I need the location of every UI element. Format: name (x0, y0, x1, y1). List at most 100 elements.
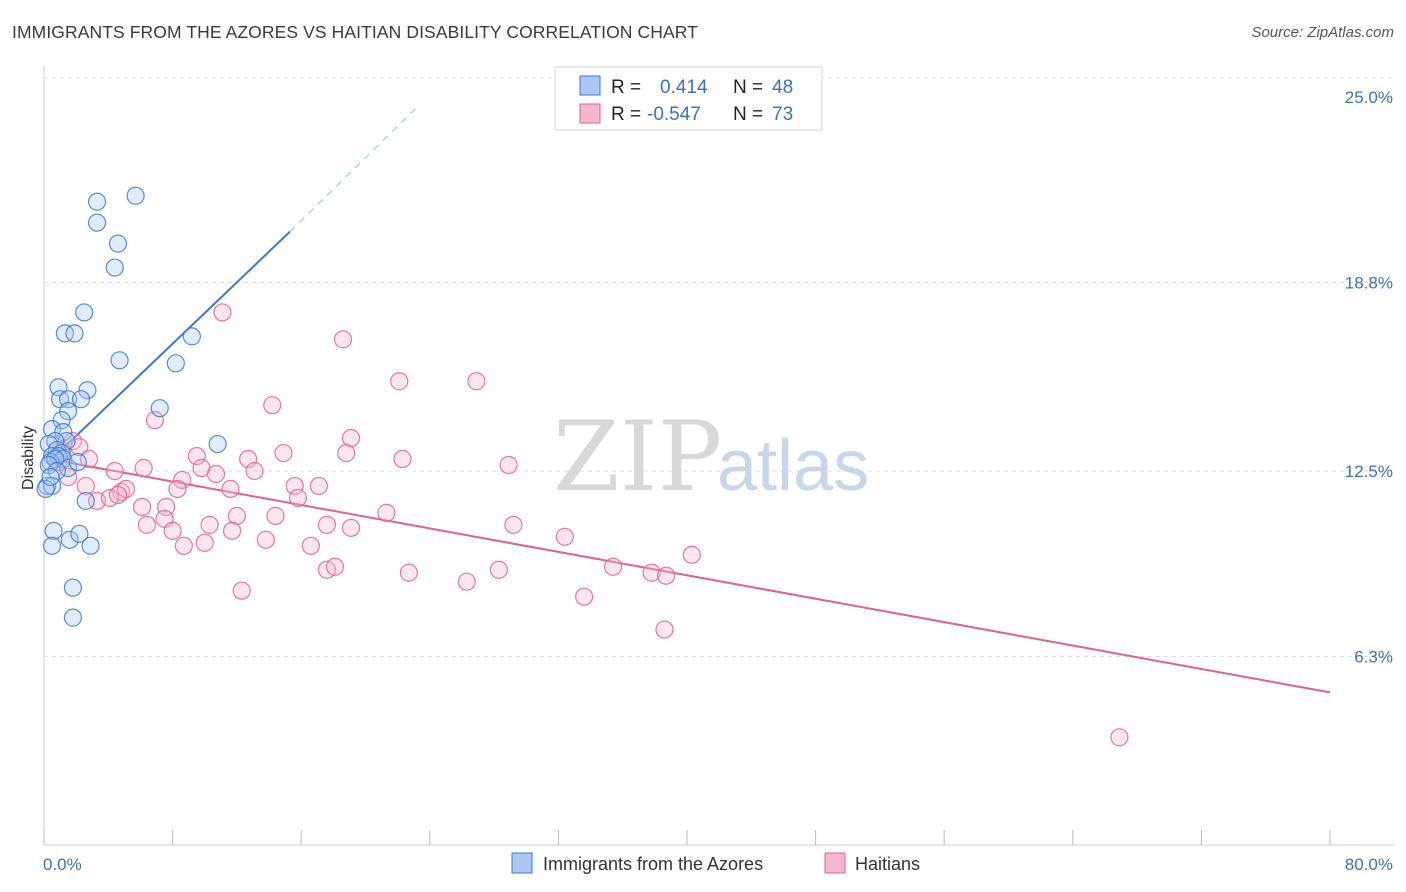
watermark-zip: ZIP (553, 401, 722, 513)
haitians-point (288, 488, 308, 508)
haitians-point (575, 587, 594, 606)
haitians-point (467, 372, 486, 391)
haitians-point (245, 461, 264, 481)
watermark: ZIP atlas (553, 401, 869, 513)
azores-point (110, 351, 129, 370)
y-tick-label: 12.5% (1345, 462, 1393, 481)
legend-n-value-1: 48 (772, 77, 793, 98)
azores-point (71, 390, 91, 409)
y-tick-label: 25.0% (1345, 88, 1393, 107)
haitians-point (79, 449, 99, 469)
haitians-point (309, 476, 328, 496)
azores-point (126, 186, 145, 205)
haitians-point (187, 446, 206, 466)
haitians-point (504, 515, 523, 534)
azores-point (208, 434, 227, 454)
haitians-points (49, 303, 1129, 747)
haitians-point (134, 458, 153, 478)
chart-title: IMMIGRANTS FROM THE AZORES VS HAITIAN DI… (12, 22, 698, 42)
azores-point (81, 536, 100, 555)
azores-trend-line (48, 230, 291, 463)
azores-point (41, 452, 60, 472)
azores-point (150, 399, 169, 418)
haitians-point (112, 482, 131, 502)
grid-lines (44, 77, 1395, 658)
legend-n-label-1: N = (733, 77, 763, 98)
azores-point (87, 213, 107, 232)
legend-r-value-2: -0.547 (647, 104, 701, 125)
azores-point (78, 381, 97, 400)
haitians-point (105, 461, 124, 481)
azores-point (41, 467, 60, 487)
legend-swatch-pink (579, 103, 601, 124)
azores-point (87, 192, 107, 211)
haitians-point (174, 536, 193, 555)
watermark-atlas: atlas (717, 426, 869, 506)
x-tick-max: 80.0% (1345, 855, 1393, 874)
azores-point (75, 303, 94, 322)
haitians-point (393, 449, 412, 469)
azores-point (70, 524, 89, 543)
azores-point (55, 324, 74, 343)
azores-trend-extension (289, 108, 416, 233)
azores-point (182, 327, 201, 346)
azores-point (59, 402, 78, 421)
haitians-point (317, 515, 337, 534)
haitians-point (301, 536, 320, 555)
azores-point (63, 578, 83, 597)
haitians-trend-line (48, 458, 1331, 694)
stats-legend: R = 0.414 N = 48 R = -0.547 N = 73 (554, 66, 823, 131)
trend-lines (48, 108, 1331, 694)
haitians-point (399, 563, 419, 582)
legend-r-label-2: R = (611, 104, 641, 125)
y-tick-label: 6.3% (1354, 648, 1393, 667)
haitians-point (1110, 728, 1129, 747)
x-tick-min: 0.0% (43, 855, 82, 874)
y-tick-label: 18.8% (1345, 274, 1393, 293)
azores-point (108, 234, 128, 253)
haitians-point (76, 476, 95, 496)
haitians-point (266, 506, 285, 525)
legend-n-label-2: N = (733, 104, 763, 125)
legend-r-value-1: 0.414 (660, 77, 708, 98)
haitians-point (137, 515, 156, 534)
y-axis-label: Disability (20, 426, 37, 490)
legend-r-label-1: R = (611, 77, 641, 98)
haitians-point (232, 581, 251, 600)
haitians-point (274, 443, 293, 463)
haitians-point (657, 566, 676, 585)
haitians-point (132, 497, 152, 517)
haitians-point (200, 515, 219, 534)
haitians-point (108, 485, 128, 505)
azores-point (76, 491, 95, 511)
y-tick-labels: 6.3% 12.5% 18.8% 25.0% (1345, 88, 1393, 667)
azores-point (60, 530, 79, 549)
haitians-point (489, 560, 509, 579)
haitians-point (173, 470, 192, 490)
azores-point (59, 458, 78, 478)
haitians-point (206, 464, 226, 484)
azores-point (42, 536, 62, 555)
azores-point (166, 354, 185, 373)
source-credit: Source: ZipAtlas.com (1251, 24, 1394, 41)
haitians-point (333, 330, 353, 349)
bottom-legend-swatch-blue (511, 852, 533, 874)
haitians-point (195, 533, 214, 552)
legend-swatch-blue (579, 75, 601, 96)
bottom-legend-label-1: Immigrants from the Azores (543, 854, 763, 874)
haitians-point (221, 479, 240, 499)
haitians-point (377, 503, 396, 522)
azores-point (63, 608, 83, 627)
bottom-legend-label-2: Haitians (855, 854, 920, 874)
series-legend: Immigrants from the Azores Haitians (511, 852, 920, 874)
haitians-point (603, 557, 623, 576)
haitians-point (642, 563, 661, 582)
legend-n-value-2: 73 (772, 104, 793, 125)
haitians-point (655, 620, 674, 639)
azores-point (68, 452, 87, 472)
haitians-point (390, 372, 409, 391)
haitians-point (256, 530, 275, 549)
haitians-point (145, 411, 165, 430)
azores-point (44, 521, 63, 540)
